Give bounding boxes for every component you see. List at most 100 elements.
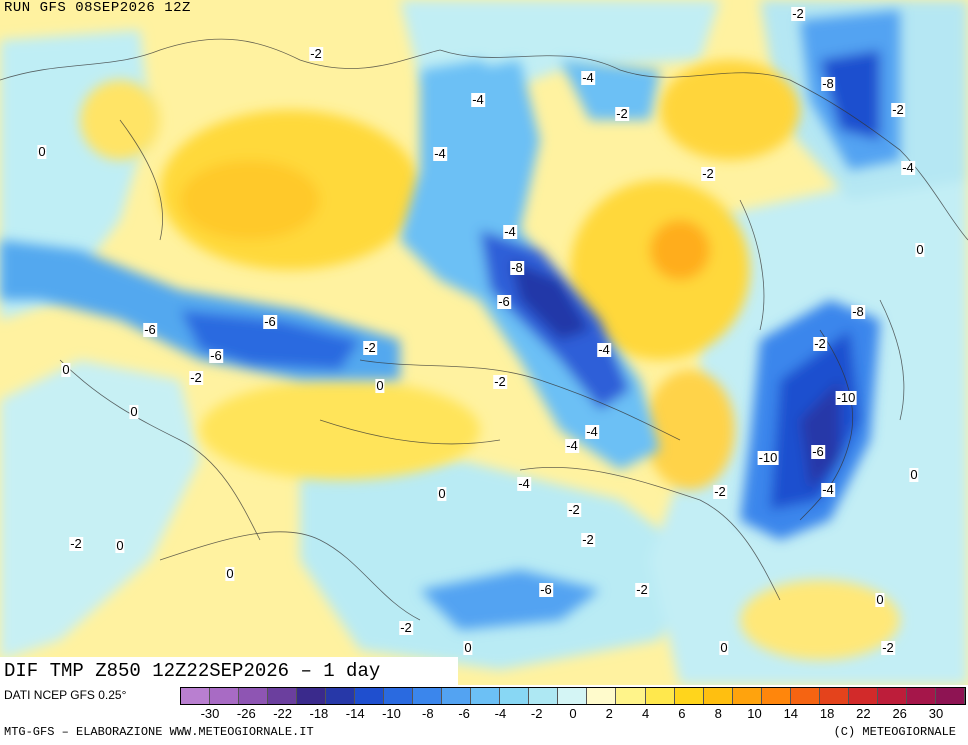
colorbar-tick-label: -4 xyxy=(494,706,507,721)
colorbar-tick-label: 26 xyxy=(892,706,907,721)
colorbar-swatch xyxy=(558,688,588,704)
colorbar-swatch xyxy=(500,688,530,704)
contour-label: -8 xyxy=(851,304,865,319)
contour-label: -2 xyxy=(567,502,581,517)
colorbar-swatch xyxy=(819,688,849,704)
colorbar-tick-label: -8 xyxy=(422,706,434,721)
contour-label: -2 xyxy=(581,532,595,547)
colorbar-swatch xyxy=(268,688,298,704)
colorbar-tick-label: -2 xyxy=(530,706,543,721)
colorbar-tick-label: 18 xyxy=(819,706,835,721)
colorbar-swatch xyxy=(181,688,211,704)
contour-label: -2 xyxy=(399,620,413,635)
colorbar-tick-label: -14 xyxy=(345,706,365,721)
contour-label: -2 xyxy=(493,374,507,389)
contour-label: -2 xyxy=(813,336,827,351)
colorbar-tick-label: 2 xyxy=(605,706,613,721)
colorbar xyxy=(180,687,966,705)
contour-label: -4 xyxy=(585,424,599,439)
contour-label: -2 xyxy=(701,166,715,181)
run-title: RUN GFS 08SEP2026 12Z xyxy=(4,0,191,16)
contour-label: -2 xyxy=(69,536,83,551)
warm-region-siberia-east xyxy=(660,60,800,160)
contour-label: 0 xyxy=(225,566,235,581)
contour-label: -2 xyxy=(189,370,203,385)
colorbar-tick-label: 6 xyxy=(678,706,686,721)
colorbar-tick-label: 14 xyxy=(783,706,799,721)
colorbar-swatch xyxy=(384,688,414,704)
contour-label: -2 xyxy=(881,640,895,655)
contour-label: 0 xyxy=(115,538,125,553)
colorbar-tick-label: -18 xyxy=(309,706,329,721)
contour-label: -8 xyxy=(821,76,835,91)
colorbar-tick-label: -26 xyxy=(236,706,256,721)
contour-label: -4 xyxy=(581,70,595,85)
cool-region-southwest xyxy=(0,360,200,660)
contour-label: -4 xyxy=(471,92,485,107)
colorbar-swatch xyxy=(529,688,559,704)
colorbar-swatch xyxy=(239,688,269,704)
contour-label: -4 xyxy=(901,160,915,175)
contour-label: 0 xyxy=(37,144,47,159)
contour-label: 0 xyxy=(129,404,139,419)
colorbar-tick-label: 22 xyxy=(856,706,871,721)
colorbar-swatch xyxy=(848,688,878,704)
colorbar-swatch xyxy=(935,688,965,704)
contour-label: -4 xyxy=(565,438,579,453)
colorbar-tick-label: -30 xyxy=(200,706,220,721)
contour-label: -6 xyxy=(539,582,553,597)
footer-copyright: (C) METEOGIORNALE xyxy=(833,725,956,739)
contour-label: -4 xyxy=(433,146,447,161)
colorbar-swatch xyxy=(761,688,791,704)
colorbar-swatch xyxy=(355,688,385,704)
contour-label: -2 xyxy=(635,582,649,597)
contour-label: -2 xyxy=(891,102,905,117)
contour-label: 0 xyxy=(437,486,447,501)
cold-band-tibet xyxy=(420,570,600,630)
colorbar-swatch xyxy=(703,688,733,704)
contour-label: 0 xyxy=(875,592,885,607)
warm-region-central xyxy=(200,380,480,480)
contour-label: -6 xyxy=(263,314,277,329)
coastlines xyxy=(0,38,968,621)
colorbar-ticks: -30 -26 -22 -18 -14 -10 -8 -6 -4 -2 0 2 4 6 8 10 14 18 22 2… xyxy=(180,706,966,722)
colorbar-swatch xyxy=(413,688,443,704)
contour-label: -4 xyxy=(517,476,531,491)
colorbar-tick-label: -10 xyxy=(382,706,401,721)
colorbar-tick-label: 8 xyxy=(714,706,722,721)
colorbar-swatch xyxy=(471,688,501,704)
colorbar-tick-label: 10 xyxy=(747,706,762,721)
contour-label: -8 xyxy=(510,260,524,275)
warm-region-china xyxy=(645,370,735,490)
map-title: DIF TMP Z850 12Z22SEP2026 – 1 day xyxy=(0,657,458,685)
colorbar-swatch xyxy=(790,688,820,704)
data-source-label: DATI NCEP GFS 0.25° xyxy=(4,688,127,702)
contour-label: 0 xyxy=(909,467,919,482)
colorbar-swatch xyxy=(297,688,327,704)
colorbar-swatch xyxy=(674,688,704,704)
contour-label: -6 xyxy=(209,348,223,363)
colorbar-tick-label: -6 xyxy=(458,706,470,721)
contour-label: -10 xyxy=(757,450,779,465)
contour-label: -2 xyxy=(363,340,377,355)
colorbar-swatch xyxy=(587,688,617,704)
contour-label: -4 xyxy=(597,342,611,357)
contour-label: -2 xyxy=(309,46,323,61)
colorbar-swatch xyxy=(210,688,240,704)
contour-label: -4 xyxy=(503,224,517,239)
colorbar-swatch xyxy=(877,688,907,704)
colorbar-tick-label: -22 xyxy=(273,706,292,721)
contour-label: -2 xyxy=(615,106,629,121)
map-canvas xyxy=(0,0,968,685)
footer-credit: MTG-GFS – ELABORAZIONE WWW.METEOGIORNALE… xyxy=(4,725,314,739)
contour-label: -6 xyxy=(143,322,157,337)
contour-label: 0 xyxy=(719,640,729,655)
temperature-anomaly-map: -2 -4 -6 -8 -10 0 -2 -4 -6 -8 -2 -4 0 -2 -6 -4 -8 -10 0 -2-… xyxy=(0,0,968,685)
contour-label: 0 xyxy=(61,362,71,377)
contour-label: -2 xyxy=(791,6,805,21)
contour-label: -6 xyxy=(497,294,511,309)
colorbar-swatch xyxy=(732,688,762,704)
contour-label: -6 xyxy=(811,444,825,459)
colorbar-swatch xyxy=(326,688,356,704)
colorbar-tick-label: 4 xyxy=(641,706,650,721)
